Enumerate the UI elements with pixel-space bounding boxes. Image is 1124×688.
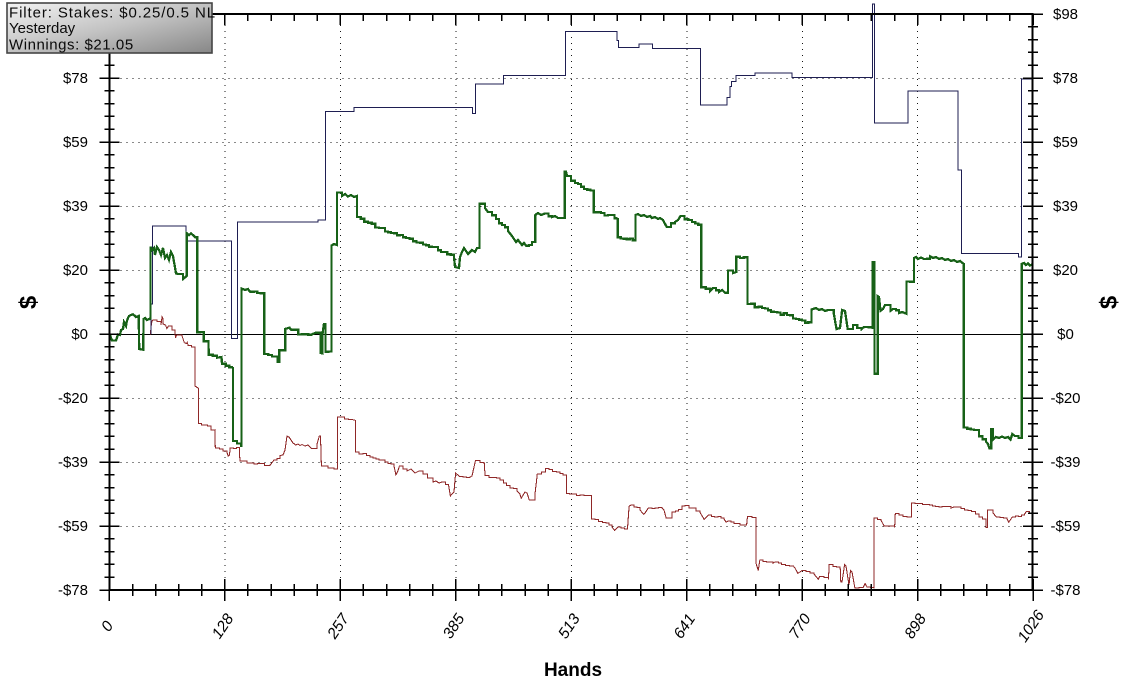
svg-text:$: $ [15, 295, 42, 309]
svg-text:Filter: Stakes: $0.25/0.5 NL: Filter: Stakes: $0.25/0.5 NL [9, 5, 216, 22]
svg-text:$78: $78 [63, 70, 88, 87]
svg-text:$: $ [1096, 295, 1123, 309]
svg-text:-$39: -$39 [58, 454, 88, 471]
svg-text:-$59: -$59 [58, 518, 88, 535]
svg-text:$59: $59 [63, 134, 88, 151]
svg-text:$98: $98 [1053, 6, 1078, 23]
svg-text:$39: $39 [63, 198, 88, 215]
svg-text:$78: $78 [1053, 70, 1078, 87]
svg-text:Yesterday: Yesterday [9, 20, 76, 37]
svg-text:Winnings: $21.05: Winnings: $21.05 [9, 37, 134, 54]
svg-text:$59: $59 [1053, 134, 1078, 151]
svg-text:-$78: -$78 [1050, 582, 1080, 599]
svg-text:$0: $0 [1057, 326, 1074, 343]
svg-text:-$20: -$20 [1050, 390, 1080, 407]
svg-text:-$20: -$20 [58, 390, 88, 407]
svg-text:$20: $20 [1053, 262, 1078, 279]
svg-text:-$39: -$39 [1050, 454, 1080, 471]
svg-text:Hands: Hands [544, 660, 602, 681]
svg-text:$0: $0 [71, 326, 88, 343]
svg-text:-$59: -$59 [1050, 518, 1080, 535]
svg-text:$20: $20 [63, 262, 88, 279]
svg-text:-$78: -$78 [58, 582, 88, 599]
svg-text:$39: $39 [1053, 198, 1078, 215]
